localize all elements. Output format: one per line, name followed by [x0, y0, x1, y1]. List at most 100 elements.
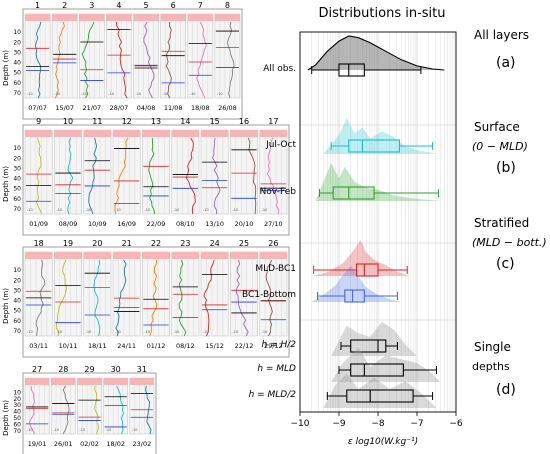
group-label: All obs.: [263, 64, 296, 74]
density-fill: [331, 321, 417, 356]
panel-header-bar: [171, 130, 199, 137]
panel-number: 12: [122, 117, 132, 126]
group-label: Jul-Oct: [266, 140, 296, 150]
panel-number: 5: [144, 1, 149, 10]
density-fill: [315, 163, 441, 201]
box-iqr: [344, 289, 365, 303]
panel-x-tick: -10: [115, 208, 121, 212]
panel-date: 04/08: [137, 104, 156, 112]
profile-line: [143, 21, 155, 99]
panel-x-tick: -10: [53, 428, 59, 432]
depth-tick-label: 40: [13, 60, 21, 67]
panel-header-bar: [51, 378, 76, 385]
row-frame: [22, 8, 243, 120]
panel-header-bar: [187, 14, 213, 21]
profile-line: [67, 137, 74, 215]
distribution-group: [323, 117, 437, 154]
panel-x-tick: -10: [217, 92, 223, 96]
panel-header-bar: [83, 130, 111, 137]
annotation-subtext: (MLD − bott.): [472, 236, 547, 249]
panel-header-bar: [259, 130, 287, 137]
annotation-letter: (c): [496, 256, 515, 272]
panel-x-tick: -10: [86, 330, 92, 334]
panel-bg: [106, 13, 132, 99]
density-fill: [307, 36, 445, 70]
profile-line: [115, 21, 128, 99]
panel-x-tick: -10: [163, 92, 169, 96]
panel-header-bar: [142, 252, 170, 259]
depth-tick-label: 70: [13, 206, 21, 213]
panel-header-bar: [133, 14, 159, 21]
panel-x-tick: -10: [132, 428, 138, 432]
distribution-group: [311, 266, 402, 303]
panel-date: 23/02: [133, 440, 152, 448]
profile-panel: 16 -10 20/10: [230, 117, 258, 228]
panel-date: 16/09: [117, 220, 136, 228]
distribution-group: [311, 240, 410, 277]
profile-panel: 29 -10 02/02: [77, 365, 102, 448]
box-iqr: [332, 186, 375, 200]
panel-x-tick: -10: [203, 208, 209, 212]
panel-number: 29: [84, 365, 94, 374]
depth-tick-label: 20: [13, 155, 21, 162]
row-frame: [22, 246, 290, 358]
panel-header-bar: [106, 14, 132, 21]
panel-x-tick: -10: [203, 330, 209, 334]
panel-date: 10/11: [59, 342, 78, 350]
profile-line: [94, 385, 99, 435]
panel-bg: [54, 251, 82, 337]
density-fill: [311, 240, 410, 276]
panel-x-tick: -10: [174, 208, 180, 212]
panel-number: 3: [89, 1, 94, 10]
panel-bg: [187, 13, 214, 99]
panel-number: 20: [92, 239, 102, 248]
profile-line: [29, 385, 36, 435]
annotation-text: Surface: [474, 120, 520, 134]
profile-line: [227, 21, 235, 99]
depth-tick-label: 10: [13, 145, 21, 152]
profile-panel: 28 -10 26/01: [50, 365, 76, 448]
panel-bg: [54, 129, 82, 215]
profile-panel: 22 -10 01/12: [142, 239, 170, 350]
profile-line: [55, 259, 67, 337]
row-frame: [22, 124, 290, 236]
depth-tick-label: 30: [13, 49, 21, 56]
panel-bg: [24, 13, 51, 99]
profile-panel: 26 -10 29/12: [259, 239, 288, 350]
panel-bg: [142, 251, 170, 337]
annotation-text: All layers: [474, 28, 530, 42]
profile-line: [266, 137, 280, 215]
panel-number: 8: [225, 1, 230, 10]
panel-date: 18/11: [88, 342, 107, 350]
panel-date: 03/11: [29, 342, 48, 350]
panel-bg: [129, 377, 155, 435]
panel-x-tick: -10: [232, 208, 238, 212]
panel-x-tick: -10: [106, 428, 112, 432]
panel-header-bar: [103, 378, 128, 385]
panel-bg: [24, 129, 53, 215]
depth-axis-label: Depth (m): [2, 400, 10, 436]
profile-panel: 18 -10 03/11: [24, 239, 53, 350]
box-iqr: [348, 139, 401, 153]
panel-date: 08/10: [176, 220, 195, 228]
panel-bg: [133, 13, 159, 99]
x-tick-label: −7: [410, 419, 423, 429]
group-label: Nov-Feb: [259, 187, 296, 197]
profile-line: [116, 385, 124, 435]
panel-date: 01/12: [147, 342, 166, 350]
panel-x-tick: -10: [144, 330, 150, 334]
group-label: BC1-Bottom: [242, 290, 296, 300]
profile-panel: 10 -10 08/09: [54, 117, 82, 228]
profile-line: [114, 137, 129, 215]
panel-header-bar: [52, 14, 78, 21]
profile-panel: 7 -10 18/08: [187, 1, 214, 112]
density-fill: [331, 347, 441, 382]
profile-panel: 13 -10 22/09: [142, 117, 170, 228]
panel-number: 19: [63, 239, 73, 248]
panel-bg: [259, 251, 288, 337]
annotation-letter: (d): [496, 382, 516, 398]
panel-header-bar: [214, 14, 240, 21]
depth-tick-label: 70: [13, 90, 21, 97]
panel-date: 26/01: [54, 440, 73, 448]
